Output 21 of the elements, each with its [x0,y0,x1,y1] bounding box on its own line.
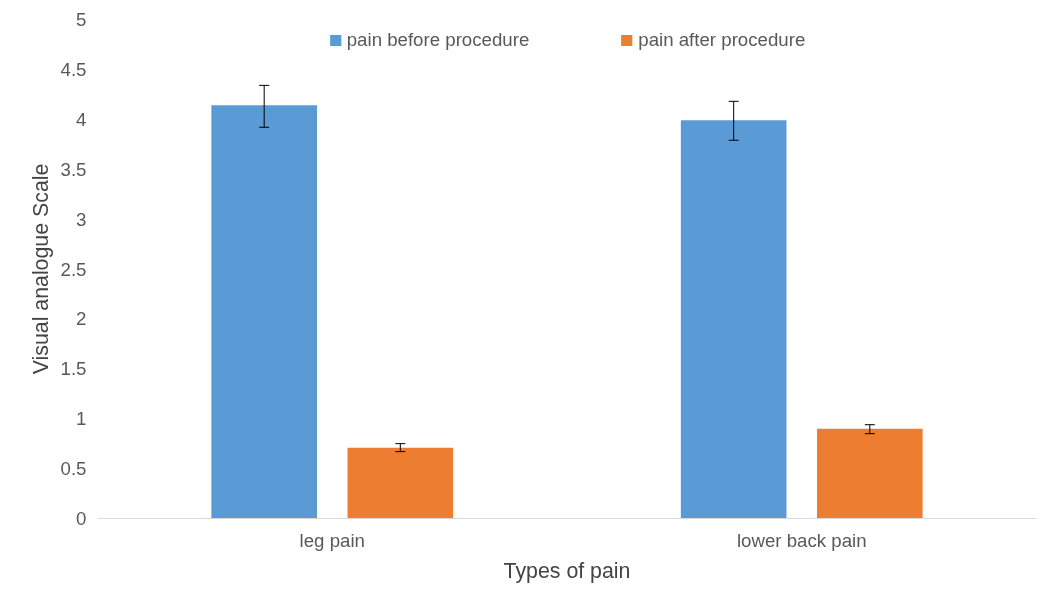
bar [680,120,787,519]
legend-label: pain after procedure [638,29,806,51]
x-tick-label: leg pain [299,529,365,551]
bar [817,428,923,519]
y-tick-label: 4.5 [60,58,87,80]
y-tick-label: 1 [76,408,87,430]
y-tick-label: 2 [76,308,87,330]
y-tick-label: 5 [76,9,87,30]
bar [211,105,317,519]
legend-label: pain before procedure [346,29,530,51]
y-tick-label: 0.5 [60,458,87,480]
x-axis-title: Types of pain [503,558,631,583]
x-tick-label: lower back pain [736,529,867,551]
y-tick-label: 4 [76,108,87,130]
y-tick-label: 2.5 [60,258,87,280]
y-tick-label: 0 [76,508,87,529]
bar [347,447,454,519]
y-tick-label: 3 [76,208,87,230]
y-tick-label: 3.5 [60,158,87,180]
y-axis-title: Visual analogue Scale [28,163,53,375]
y-tick-label: 1.5 [60,358,87,380]
